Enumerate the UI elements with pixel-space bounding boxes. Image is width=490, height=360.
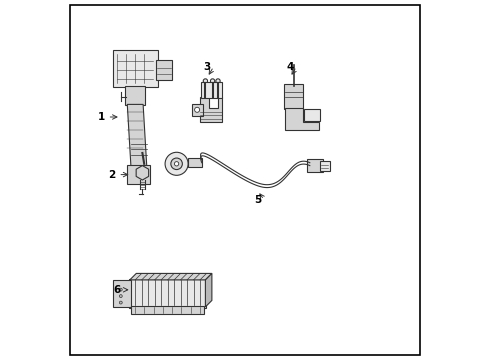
Circle shape (216, 79, 220, 83)
Circle shape (120, 288, 122, 291)
Text: 6: 6 (114, 285, 121, 295)
Text: 1: 1 (98, 112, 105, 122)
Circle shape (171, 158, 182, 170)
FancyBboxPatch shape (127, 165, 150, 184)
FancyBboxPatch shape (131, 306, 204, 314)
Circle shape (120, 294, 122, 297)
Polygon shape (200, 97, 221, 122)
Polygon shape (130, 274, 212, 280)
Circle shape (165, 152, 188, 175)
FancyBboxPatch shape (307, 159, 323, 172)
FancyBboxPatch shape (113, 50, 157, 87)
FancyBboxPatch shape (192, 104, 202, 116)
Text: 4: 4 (286, 62, 294, 72)
FancyBboxPatch shape (113, 280, 130, 306)
Polygon shape (127, 104, 147, 166)
FancyBboxPatch shape (125, 86, 145, 105)
Circle shape (195, 107, 199, 112)
FancyBboxPatch shape (129, 279, 206, 307)
Circle shape (120, 301, 122, 304)
FancyBboxPatch shape (284, 84, 303, 109)
FancyBboxPatch shape (304, 109, 319, 121)
Text: 5: 5 (254, 195, 261, 205)
Circle shape (174, 162, 179, 166)
FancyBboxPatch shape (320, 161, 330, 171)
Polygon shape (205, 274, 212, 307)
FancyBboxPatch shape (201, 82, 222, 98)
Text: 2: 2 (108, 170, 116, 180)
Text: 3: 3 (203, 62, 211, 72)
Polygon shape (188, 158, 202, 167)
Polygon shape (136, 166, 148, 180)
Polygon shape (285, 108, 319, 130)
Circle shape (210, 79, 215, 83)
FancyBboxPatch shape (156, 60, 172, 80)
Circle shape (203, 79, 208, 83)
